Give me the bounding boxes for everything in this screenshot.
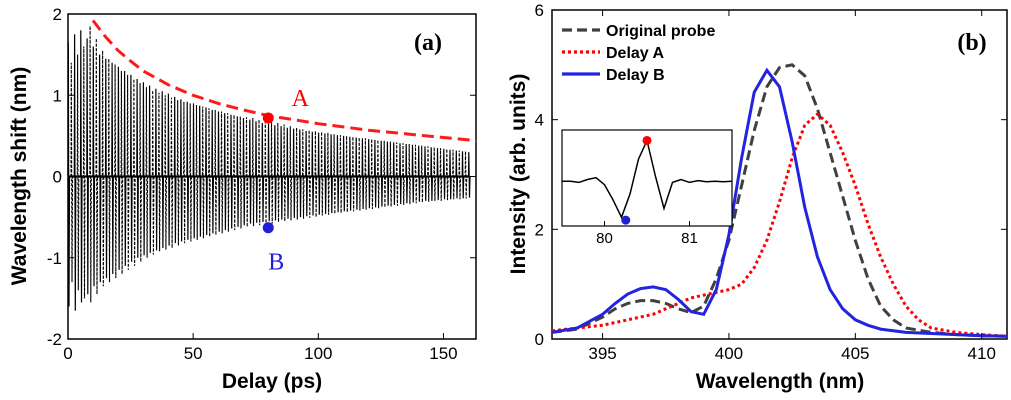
panel-b-frame <box>551 9 1008 340</box>
panel-a-series-1 <box>70 26 468 303</box>
panel-b-xtick: 395 <box>588 344 616 363</box>
legend-entry: Delay A <box>606 45 665 62</box>
panel-b: 395 400 405 410 0 2 4 6 (b) Wavelength (nm) Int… <box>507 1 1008 393</box>
panel-a-label: (a) <box>414 30 442 56</box>
panel-a-xtick: 100 <box>304 344 332 363</box>
inset-frame <box>561 129 733 227</box>
panel-b-xtick: 410 <box>968 344 996 363</box>
panel-a-ylabel: Wavelength shift (nm) <box>8 67 31 286</box>
inset-series <box>562 135 733 225</box>
panel-b-ytick: 4 <box>535 111 544 130</box>
panel-b-xtick: 400 <box>715 344 743 363</box>
marker-a-label: A <box>292 86 310 112</box>
inset-xtick: 81 <box>681 230 698 247</box>
panel-b-xlabel: Wavelength (nm) <box>696 370 864 393</box>
legend-entry: Delay B <box>606 67 665 84</box>
marker-a <box>262 112 274 124</box>
inset-ticks: 80 81 <box>596 221 698 247</box>
inset-marker-a <box>642 135 652 145</box>
inset: 80 81 <box>561 129 733 247</box>
panel-b-ytick: 2 <box>535 220 544 239</box>
panel-a-xtick: 0 <box>63 344 72 363</box>
panel-a-ytick: 2 <box>53 5 62 24</box>
panel-a-ytick: 0 <box>53 168 62 187</box>
panel-b-xtick: 405 <box>841 344 869 363</box>
panel-a-xlabel: Delay (ps) <box>222 370 322 393</box>
inset-xtick: 80 <box>596 230 613 247</box>
panel-a-ticks: 0 50 100 150 -2 -1 0 1 2 <box>47 5 476 363</box>
inset-marker-b <box>621 215 631 225</box>
panel-a-markers: AB <box>262 86 310 276</box>
panel-b-label: (b) <box>957 30 986 56</box>
panel-a-ytick: -2 <box>47 330 62 349</box>
series-original-probe <box>551 63 1008 338</box>
legend-entry: Original probe <box>606 23 715 40</box>
marker-b <box>262 222 274 234</box>
panel-a-ytick: 1 <box>53 86 62 105</box>
marker-b-label: B <box>268 250 284 276</box>
panel-a-xtick: 150 <box>429 344 457 363</box>
legend: Original probe Delay A Delay B <box>562 23 715 84</box>
panel-b-ylabel: Intensity (arb. units) <box>507 74 530 275</box>
panel-b-ytick: 6 <box>535 1 544 20</box>
panel-a-ytick: -1 <box>47 249 62 268</box>
panel-b-series <box>551 63 1008 338</box>
panel-b-ticks: 395 400 405 410 0 2 4 6 <box>535 1 1007 363</box>
series-delay-a <box>551 112 1008 338</box>
panel-a-xtick: 50 <box>184 344 203 363</box>
series-delay-b <box>551 67 1008 338</box>
panel-b-ytick: 0 <box>535 330 544 349</box>
